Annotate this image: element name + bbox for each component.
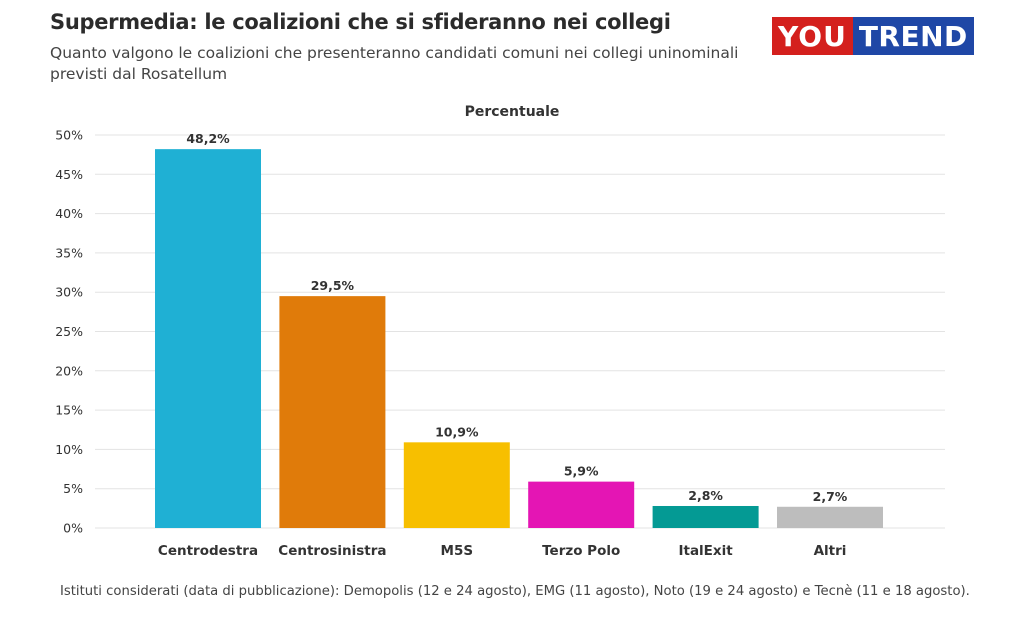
x-axis-ticks: Centrodestra Centrosinistra M5S Terzo Polo I… — [158, 543, 846, 559]
data-label: 29,5% — [311, 278, 355, 293]
data-label: 2,8% — [688, 488, 723, 503]
y-tick-label: 30% — [55, 285, 83, 300]
x-tick-label: Centrosinistra — [278, 543, 386, 559]
bar-terzo-polo — [528, 481, 635, 528]
bar-m5s — [403, 442, 510, 528]
x-tick-label: M5S — [441, 543, 474, 559]
chart-subtitle: Quanto valgono le coalizioni che present… — [50, 44, 739, 83]
bar-italexit — [652, 505, 759, 528]
youtrend-logo: YOU TREND — [772, 17, 974, 55]
y-tick-label: 0% — [63, 521, 83, 536]
data-label: 48,2% — [186, 131, 230, 146]
bar-centrosinistra — [279, 296, 386, 528]
y-tick-label: 35% — [55, 245, 83, 260]
y-tick-label: 5% — [63, 481, 83, 496]
y-tick-label: 25% — [55, 324, 83, 339]
logo-part-you: YOU — [772, 17, 853, 55]
y-tick-label: 50% — [55, 128, 83, 143]
y-tick-label: 10% — [55, 442, 83, 457]
logo-part-trend: TREND — [852, 17, 974, 55]
data-label: 2,7% — [813, 489, 848, 504]
source-note: Istituti considerati (data di pubblicazi… — [60, 584, 970, 599]
data-labels: 48,2% 29,5% 10,9% 5,9% 2,8% 2,7% — [186, 131, 847, 504]
bar-centrodestra — [155, 149, 261, 528]
y-axis-ticks: 0% 5% 10% 15% 20% 25% 30% 35% 40% 45% 50% — [55, 128, 83, 536]
x-tick-label: Terzo Polo — [542, 543, 620, 559]
y-tick-label: 40% — [55, 206, 83, 221]
x-tick-label: ItalExit — [678, 543, 733, 559]
y-tick-label: 15% — [55, 403, 83, 418]
y-tick-label: 45% — [55, 167, 83, 182]
x-tick-label: Altri — [814, 543, 847, 559]
data-label: 10,9% — [435, 424, 479, 439]
chart-title: Supermedia: le coalizioni che si sfidera… — [50, 10, 671, 34]
bar-altri — [777, 506, 883, 528]
x-tick-label: Centrodestra — [158, 543, 258, 559]
y-tick-label: 20% — [55, 363, 83, 378]
bars — [155, 149, 883, 528]
data-label: 5,9% — [564, 464, 599, 479]
chart-heading: Percentuale — [464, 104, 560, 120]
